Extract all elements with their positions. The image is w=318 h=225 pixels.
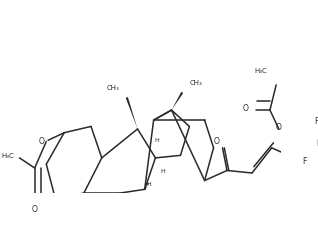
Text: H₃C: H₃C [255, 68, 267, 73]
Text: O: O [243, 104, 248, 112]
Text: F: F [315, 116, 318, 125]
Text: H₃C: H₃C [1, 153, 14, 159]
Text: F: F [302, 156, 307, 165]
Text: H: H [146, 181, 151, 186]
Text: CH₃: CH₃ [190, 80, 202, 86]
Text: O: O [276, 122, 282, 131]
Text: H: H [160, 168, 165, 173]
Polygon shape [126, 98, 137, 129]
Text: O: O [213, 136, 219, 145]
Text: F: F [316, 139, 318, 148]
Text: H: H [155, 137, 160, 142]
Text: O: O [32, 204, 38, 213]
Text: O: O [38, 136, 45, 145]
Polygon shape [171, 92, 183, 110]
Text: CH₃: CH₃ [107, 85, 120, 91]
